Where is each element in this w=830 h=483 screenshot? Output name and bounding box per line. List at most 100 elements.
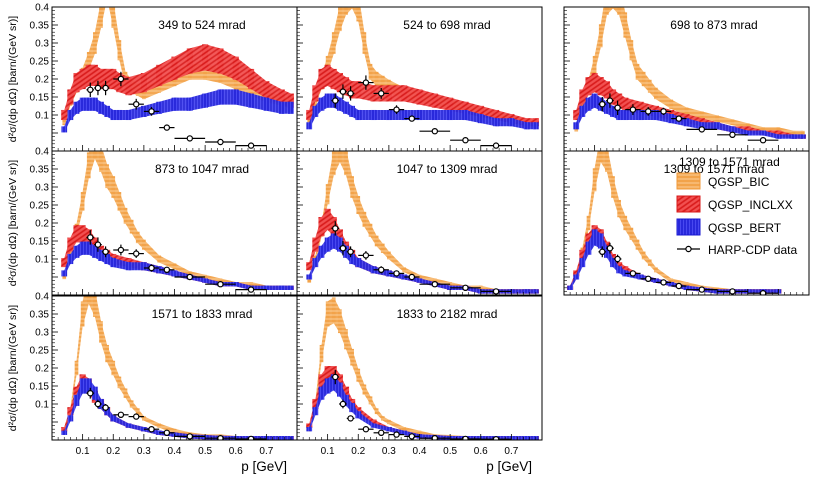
band-point	[591, 229, 598, 246]
data-point	[645, 108, 652, 115]
band-point	[306, 122, 313, 130]
band-point	[637, 101, 644, 114]
band-point	[218, 67, 223, 83]
band-point	[312, 85, 319, 102]
band-point	[355, 411, 362, 419]
series-qgsp-inclxx-band	[61, 44, 294, 121]
y-tick-label: 0.15	[30, 382, 50, 393]
band-point	[493, 109, 500, 121]
data-point	[759, 136, 767, 144]
data-point	[492, 142, 500, 149]
band-point	[715, 115, 719, 122]
band-point	[776, 127, 781, 132]
band-point	[698, 122, 705, 130]
x-tick-label: 0.6	[474, 446, 488, 457]
band-point	[344, 7, 348, 15]
series-harp-cdp-data	[86, 230, 267, 293]
band-point	[629, 227, 634, 240]
series-harp-cdp-data	[86, 71, 267, 149]
data-point	[133, 250, 140, 257]
band-point	[699, 111, 704, 119]
y-axis-label: d²σ/(dp dΩ) [barn/(GeV sr)]	[7, 16, 19, 142]
band-point	[402, 267, 407, 273]
data-point	[102, 404, 109, 411]
band-point	[67, 109, 74, 121]
band-point	[416, 278, 423, 283]
band-point	[324, 208, 331, 230]
band-point	[217, 89, 224, 105]
band-point	[117, 192, 122, 211]
band-point	[336, 374, 343, 391]
band-point	[123, 207, 128, 224]
band-point	[462, 101, 469, 114]
band-point	[312, 258, 319, 268]
band-point	[585, 77, 592, 96]
band-point	[355, 258, 362, 268]
band-point	[92, 245, 98, 258]
band-point	[617, 7, 621, 15]
band-point	[331, 151, 336, 176]
band-point	[312, 407, 319, 416]
band-point	[616, 266, 622, 274]
band-point	[355, 407, 362, 416]
band-point	[604, 101, 610, 114]
data-point	[431, 127, 439, 135]
data-point	[614, 255, 621, 263]
band-point	[61, 109, 68, 121]
band-point	[669, 278, 674, 283]
data-point	[186, 273, 194, 281]
band-point	[386, 427, 392, 432]
panel-title: 1571 to 1833 mrad	[152, 307, 253, 321]
band-point	[653, 109, 659, 121]
band-point	[61, 258, 68, 268]
band-point	[684, 107, 689, 116]
band-point	[117, 40, 122, 61]
data-point	[614, 104, 621, 112]
band-point	[80, 192, 85, 211]
band-point	[324, 378, 331, 394]
band-point	[232, 56, 239, 80]
band-point	[611, 176, 615, 198]
data-point	[87, 234, 94, 241]
data-point	[117, 246, 125, 254]
band-point	[592, 168, 597, 192]
band-point	[745, 123, 750, 129]
band-point	[306, 274, 313, 280]
band-point	[325, 184, 330, 205]
band-point	[110, 109, 117, 121]
legend-swatch-qgsp-bic	[676, 172, 701, 190]
band-point	[370, 423, 377, 428]
band-point	[791, 130, 796, 136]
band-point	[336, 73, 343, 93]
band-point	[129, 219, 134, 234]
band-point	[622, 266, 629, 274]
band-point	[62, 274, 67, 280]
band-point	[416, 89, 423, 105]
data-point	[408, 273, 416, 281]
band-point	[288, 101, 294, 114]
series-harp-cdp-data	[331, 369, 512, 440]
band-point	[616, 93, 623, 108]
data-point	[660, 279, 667, 286]
band-point	[432, 278, 437, 283]
band-point	[141, 262, 147, 271]
panel-title: 698 to 873 mrad	[670, 18, 757, 32]
data-point	[629, 106, 637, 113]
band-point	[431, 109, 438, 121]
band-point	[342, 77, 350, 96]
band-area	[576, 7, 803, 136]
band-point	[172, 428, 177, 434]
band-point	[586, 215, 591, 231]
data-point	[133, 100, 140, 108]
data-point	[599, 248, 606, 255]
band-point	[110, 415, 117, 422]
band-point	[111, 7, 116, 28]
band-point	[325, 55, 330, 74]
panel-4: 0.1 0.15 0.2 0.25 0.3 0.35 0.4 873 to 1047 mrad	[30, 147, 298, 296]
band-point	[579, 89, 586, 105]
band-point	[105, 344, 109, 363]
band-point	[330, 233, 337, 249]
y-tick-label: 0.1	[35, 255, 49, 266]
data-point	[163, 266, 171, 273]
data-point	[362, 79, 370, 86]
